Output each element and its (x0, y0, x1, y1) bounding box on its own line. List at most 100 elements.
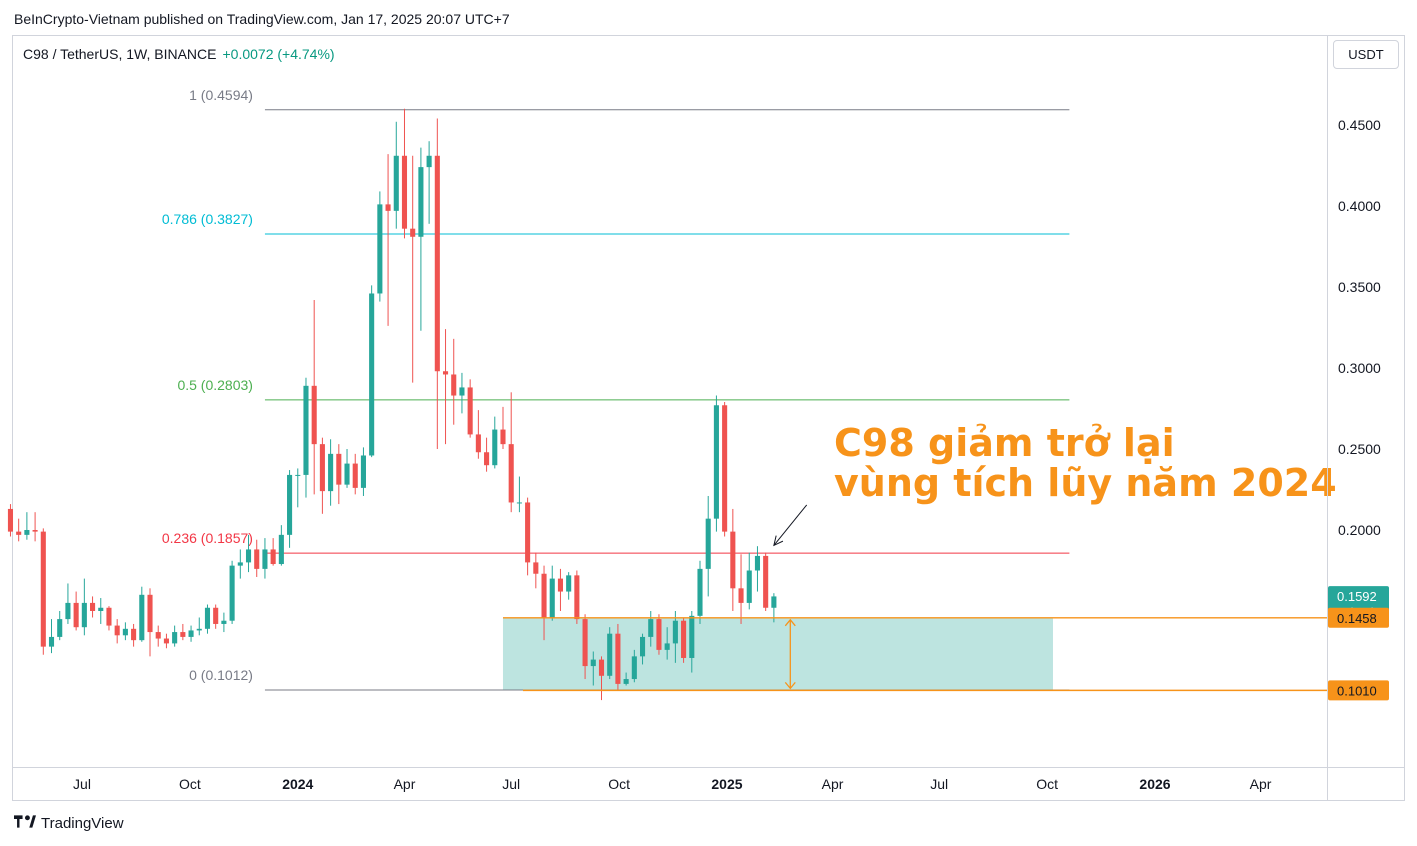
candles-layer (7, 108, 777, 701)
candle (204, 604, 211, 634)
candle (434, 118, 440, 449)
candle (656, 614, 662, 655)
candle-body (615, 633, 621, 684)
candle-body (664, 643, 670, 650)
candle (664, 627, 670, 660)
candle (516, 476, 522, 513)
candle-body (360, 455, 366, 488)
price-tick-label: 0.4000 (1338, 198, 1381, 214)
candle (607, 627, 613, 680)
candle (81, 578, 87, 636)
candle-body (287, 474, 293, 535)
candle (65, 583, 71, 624)
candle-body (549, 578, 555, 618)
candle-body (24, 530, 30, 535)
candle (24, 512, 30, 540)
candle-body (369, 293, 375, 456)
candle (500, 406, 506, 449)
currency-button[interactable]: USDT (1333, 40, 1399, 69)
footer-brand[interactable]: TradingView (14, 815, 124, 832)
candle (237, 549, 243, 579)
candle (122, 622, 128, 641)
candle (623, 672, 629, 686)
candle (713, 395, 719, 532)
candle-body (352, 463, 358, 488)
candle-body (254, 549, 260, 569)
price-label-text: 0.1458 (1337, 611, 1377, 626)
candle (369, 285, 375, 458)
fib-level-label: 0.236 (0.1857) (162, 530, 253, 546)
candle-body (582, 619, 588, 667)
candle (557, 568, 563, 611)
candle (738, 554, 744, 624)
candle-body (484, 452, 490, 466)
candle-body (303, 385, 309, 475)
candle (131, 623, 137, 647)
candle-body (172, 632, 178, 644)
candle-body (328, 453, 334, 492)
candle-body (245, 549, 252, 563)
candle-body (459, 387, 465, 396)
candle (492, 416, 498, 469)
candle (270, 538, 276, 566)
candle (196, 617, 202, 636)
candle-body (278, 534, 284, 565)
candle (689, 611, 695, 673)
candle-body (163, 638, 169, 644)
candle-body (746, 570, 752, 603)
candle-body (81, 602, 87, 628)
candle (303, 377, 309, 498)
price-tick-label: 0.3000 (1338, 360, 1381, 376)
candle (7, 504, 14, 537)
candle (336, 444, 342, 505)
fib-level-label: 0 (0.1012) (189, 667, 253, 683)
fib-level-label: 1 (0.4594) (189, 87, 253, 103)
candle-body (434, 155, 440, 372)
candle (566, 572, 572, 600)
candle (163, 633, 169, 649)
candle-body (410, 228, 416, 237)
candle (467, 379, 473, 438)
footer-brand-text: TradingView (41, 815, 124, 832)
candle (705, 495, 711, 597)
candle-body (722, 405, 728, 532)
candle-body (771, 596, 777, 608)
candle (32, 512, 38, 542)
candle-body (147, 594, 153, 633)
candle-body (40, 531, 46, 647)
candle (385, 154, 391, 326)
candle (180, 623, 186, 641)
candle-body (442, 371, 449, 375)
candle-body (73, 602, 79, 628)
candle (352, 453, 358, 495)
candle-body (475, 434, 481, 453)
time-tick-label: 2024 (282, 776, 313, 792)
candle-body (98, 607, 104, 611)
candle (172, 625, 178, 647)
candle (155, 625, 161, 647)
candle (73, 591, 79, 631)
candle (254, 539, 260, 577)
candle (681, 617, 687, 663)
candle (754, 546, 761, 592)
candle (311, 299, 317, 495)
candle-body (204, 607, 211, 629)
symbol-legend[interactable]: C98 / TetherUS, 1W, BINANCE +0.0072 (+4.7… (23, 46, 335, 62)
candle (319, 437, 325, 514)
chart-frame (12, 35, 1405, 801)
candle-body (155, 632, 161, 639)
fib-retracement-layer: 1 (0.4594) 0.786 (0.3827) 0.5 (0.2803) 0.23… (162, 87, 1070, 691)
candle-body (221, 620, 227, 624)
tradingview-logo-icon (14, 815, 36, 832)
fib-level-label: 0.5 (0.2803) (177, 377, 253, 393)
annotation-arrow-head (773, 535, 784, 547)
candle (459, 372, 465, 414)
time-tick-label: Apr (822, 776, 844, 792)
candle (763, 552, 769, 611)
candle-body (557, 578, 563, 592)
symbol-name: C98 / TetherUS, 1W, BINANCE (23, 46, 217, 62)
candle-body (566, 575, 572, 592)
axis-layer: 0.4500 0.4000 0.3500 0.3000 0.2500 0.2000 Jul O… (13, 36, 1404, 800)
